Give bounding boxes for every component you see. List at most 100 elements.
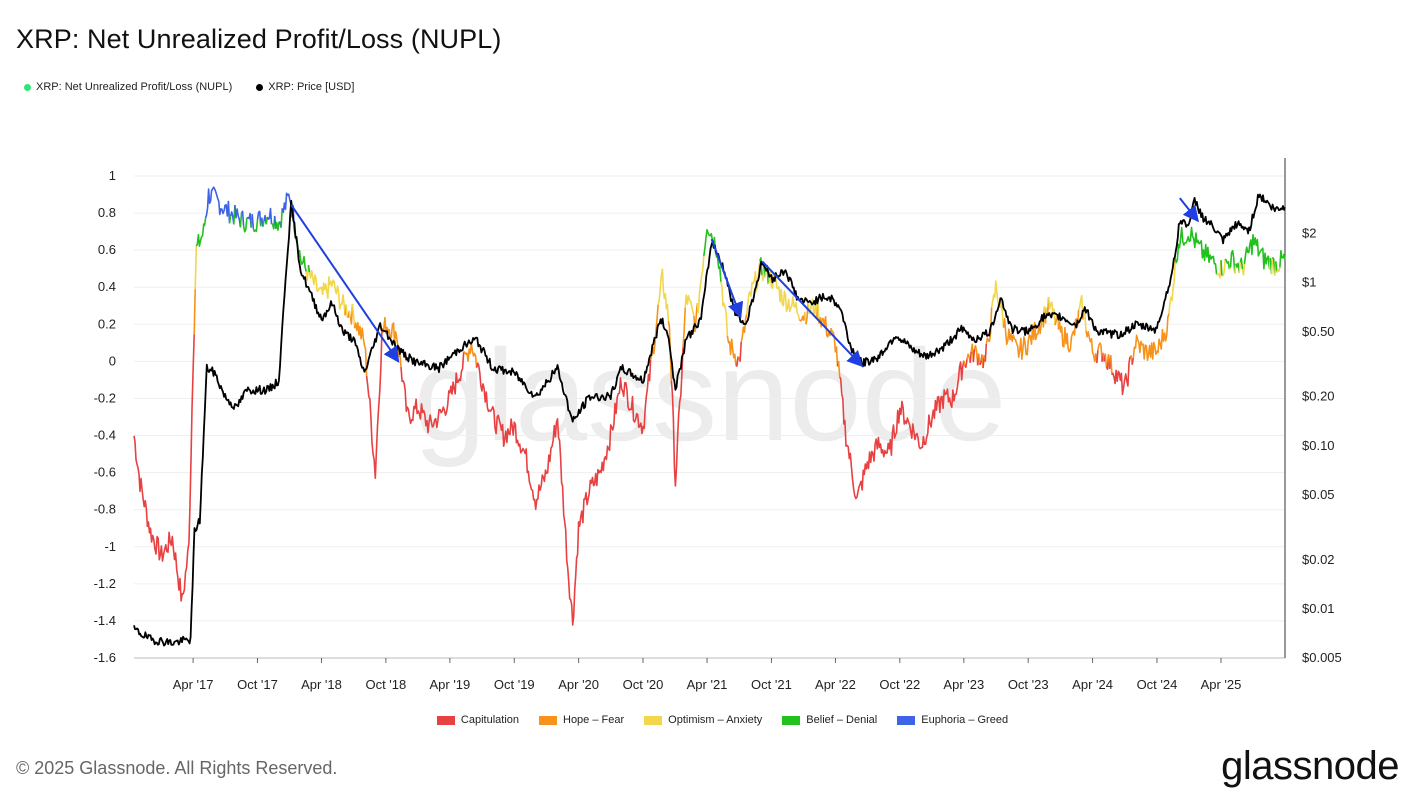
y-right-tick-label: $1	[1302, 275, 1316, 290]
nupl-line-segment	[1243, 234, 1271, 270]
nupl-line-segment	[251, 214, 255, 229]
nupl-line-segment	[1131, 357, 1135, 365]
nupl-line-segment	[275, 220, 281, 231]
nupl-line-segment	[246, 212, 252, 228]
nupl-line-segment	[305, 264, 310, 282]
nupl-line-segment	[280, 208, 283, 228]
nupl-line-segment	[345, 304, 348, 317]
y-right-tick-label: $0.50	[1302, 324, 1335, 339]
nupl-line-segment	[973, 344, 979, 366]
x-tick-label: Oct '23	[1008, 677, 1049, 692]
nupl-line-segment	[1077, 294, 1084, 320]
nupl-line-segment	[195, 217, 207, 247]
x-tick-label: Oct '18	[365, 677, 406, 692]
brand-logo[interactable]: glassnode	[1221, 744, 1399, 788]
y-left-tick-label: 0.6	[98, 242, 116, 257]
x-tick-label: Oct '20	[623, 677, 664, 692]
nupl-line-segment	[984, 343, 988, 362]
nupl-line-segment	[266, 207, 273, 224]
nupl-line-segment	[353, 321, 368, 377]
nupl-line-segment	[1279, 250, 1286, 268]
y-left-tick-label: -1.2	[94, 576, 116, 591]
nupl-line-segment	[1174, 226, 1218, 275]
zone-legend-belief-denial[interactable]: Belief – Denial	[782, 714, 877, 726]
copyright-text: © 2025 Glassnode. All Rights Reserved.	[16, 758, 338, 778]
top-legend: XRP: Net Unrealized Profit/Loss (NUPL) X…	[24, 81, 354, 93]
zone-label-belief-denial: Belief – Denial	[806, 714, 878, 726]
trend-arrow	[290, 204, 400, 363]
legend-item-nupl[interactable]: XRP: Net Unrealized Profit/Loss (NUPL)	[24, 81, 232, 93]
nupl-line-segment	[1221, 258, 1226, 277]
zone-legend-capitulation[interactable]: Capitulation	[436, 714, 519, 726]
nupl-line-segment	[1238, 262, 1242, 273]
nupl-line-segment	[271, 215, 276, 230]
x-tick-label: Oct '21	[751, 677, 792, 692]
nupl-line-segment	[463, 342, 478, 368]
nupl-line-segment	[240, 210, 245, 226]
nupl-line-segment	[400, 351, 465, 434]
nupl-line-segment	[1096, 350, 1099, 364]
trend-arrow	[761, 260, 864, 368]
y-right-tick-label: $0.20	[1302, 389, 1335, 404]
x-tick-label: Apr '22	[815, 677, 856, 692]
nupl-line-segment	[1220, 260, 1223, 277]
y-left-tick-label: 0.4	[98, 279, 116, 294]
nupl-line-segment	[1085, 330, 1098, 364]
nupl-line-segment	[740, 314, 748, 343]
legend-item-price[interactable]: XRP: Price [USD]	[256, 81, 354, 93]
nupl-line-segment	[262, 220, 265, 227]
trend-arrow	[1179, 197, 1200, 223]
nupl-line-segment	[1228, 267, 1232, 270]
x-tick-label: Oct '17	[237, 677, 278, 692]
zone-label-optimism-anxiety: Optimism – Anxiety	[668, 714, 763, 726]
nupl-line-segment	[242, 217, 248, 233]
nupl-line-segment	[252, 219, 259, 233]
nupl-line-segment	[1002, 314, 1044, 361]
nupl-line-segment	[682, 307, 686, 348]
x-tick-label: Apr '25	[1201, 677, 1242, 692]
nupl-line-segment	[365, 328, 383, 480]
x-tick-label: Apr '24	[1072, 677, 1113, 692]
nupl-line-segment	[204, 186, 231, 224]
x-tick-label: Oct '19	[494, 677, 535, 692]
nupl-line-segment	[308, 269, 346, 316]
zone-legend-euphoria-greed[interactable]: Euphoria – Greed	[897, 714, 1008, 726]
nupl-line-segment	[1047, 296, 1056, 326]
y-left-tick-label: -0.2	[94, 390, 116, 405]
legend-dot-nupl	[24, 83, 31, 91]
legend-label-price: XRP: Price [USD]	[268, 81, 355, 93]
x-tick-label: Oct '22	[879, 677, 920, 692]
nupl-line-segment	[1270, 257, 1274, 275]
trend-arrow	[710, 238, 744, 319]
nupl-line-segment	[684, 294, 695, 317]
legend-dot-price	[256, 83, 264, 91]
nupl-line-segment	[963, 360, 966, 367]
nupl-line-segment	[964, 358, 968, 369]
y-right-tick-label: $0.01	[1302, 601, 1335, 616]
chart-title: XRP: Net Unrealized Profit/Loss (NUPL)	[16, 24, 502, 54]
nupl-line-segment	[720, 281, 729, 336]
nupl-line-segment	[228, 216, 232, 224]
y-left-tick-label: -1.6	[94, 650, 116, 665]
y-left-tick-label: 1	[109, 168, 116, 183]
nupl-line-segment	[798, 311, 806, 322]
nupl-line-segment	[1241, 263, 1246, 276]
zone-legend-optimism-anxiety[interactable]: Optimism – Anxiety	[644, 714, 762, 726]
nupl-line-segment	[239, 212, 243, 228]
swatch-optimism-anxiety	[644, 715, 663, 725]
y-right-tick-label: $2	[1302, 226, 1316, 241]
y-left-tick-label: -0.8	[94, 502, 116, 517]
nupl-line-segment	[256, 210, 262, 227]
nupl-line-segment	[194, 246, 198, 290]
y-right-tick-label: $0.02	[1302, 552, 1335, 567]
nupl-line-segment	[193, 289, 196, 335]
x-tick-label: Apr '18	[301, 677, 342, 692]
nupl-line-segment	[1104, 353, 1108, 367]
nupl-line-segment	[1216, 260, 1222, 279]
nupl-line-segment	[1239, 257, 1244, 270]
nupl-line-segment	[696, 255, 705, 314]
nupl-line-segment	[726, 335, 737, 366]
nupl-line-segment	[349, 303, 354, 325]
zone-legend-hope-fear[interactable]: Hope – Fear	[539, 714, 624, 726]
zone-label-euphoria-greed: Euphoria – Greed	[921, 714, 1009, 726]
